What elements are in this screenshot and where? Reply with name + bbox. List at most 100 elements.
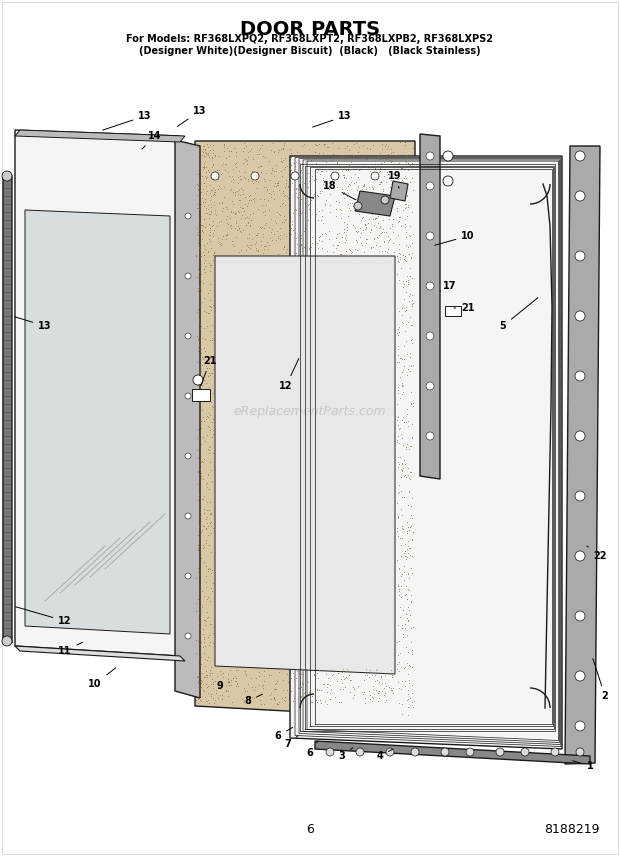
Point xyxy=(361,221,371,235)
Point xyxy=(401,621,410,634)
Point xyxy=(264,204,274,217)
Point xyxy=(318,176,328,190)
Point xyxy=(259,664,268,678)
Point xyxy=(358,159,368,173)
Point xyxy=(375,161,385,175)
Point xyxy=(198,245,208,259)
Point xyxy=(317,227,327,241)
Point xyxy=(261,239,271,253)
Point xyxy=(273,174,283,187)
Point xyxy=(397,431,407,444)
Point xyxy=(194,222,204,235)
Point xyxy=(376,156,386,169)
Point xyxy=(271,179,281,193)
Point xyxy=(205,211,215,225)
Point xyxy=(196,319,206,333)
Point xyxy=(226,218,236,232)
Text: 11: 11 xyxy=(58,642,82,656)
Point xyxy=(251,244,261,258)
Point xyxy=(375,152,385,166)
Point xyxy=(255,159,265,173)
Point xyxy=(195,681,205,694)
Point xyxy=(197,492,206,506)
Point xyxy=(374,165,384,179)
Point xyxy=(340,671,350,685)
Point xyxy=(396,470,405,484)
Point xyxy=(205,222,215,235)
Point xyxy=(303,152,312,165)
Point xyxy=(358,138,368,152)
Point xyxy=(202,511,211,525)
Point xyxy=(205,667,215,681)
Point xyxy=(393,461,403,474)
Point xyxy=(360,246,370,259)
Point xyxy=(197,350,206,364)
Point xyxy=(244,231,254,245)
Point xyxy=(394,246,404,259)
Point xyxy=(223,690,233,704)
Point xyxy=(273,143,283,157)
Point xyxy=(354,207,364,221)
Point xyxy=(278,242,288,256)
Point xyxy=(205,594,215,608)
Point xyxy=(392,348,402,362)
Point xyxy=(194,338,204,352)
Point xyxy=(392,396,402,410)
Point xyxy=(383,235,393,249)
Point xyxy=(194,172,204,186)
Point xyxy=(364,211,374,225)
Point xyxy=(269,691,279,704)
Point xyxy=(207,183,217,197)
Point xyxy=(386,683,396,697)
Polygon shape xyxy=(390,181,408,201)
Point xyxy=(406,499,416,513)
Point xyxy=(314,663,324,676)
Point xyxy=(339,669,348,683)
Point xyxy=(296,231,306,245)
Point xyxy=(239,695,249,709)
Point xyxy=(208,181,218,195)
Point xyxy=(211,687,221,700)
Point xyxy=(386,187,396,201)
Point xyxy=(236,173,246,187)
Point xyxy=(400,537,410,550)
Point xyxy=(193,282,203,295)
Point xyxy=(201,164,211,178)
Point xyxy=(250,168,260,181)
Point xyxy=(394,457,404,471)
Point xyxy=(347,246,357,259)
Point xyxy=(192,693,202,706)
Circle shape xyxy=(496,748,504,756)
Point xyxy=(216,167,226,181)
Point xyxy=(194,282,204,295)
Point xyxy=(315,184,325,198)
Point xyxy=(234,164,244,178)
Point xyxy=(332,675,342,688)
Point xyxy=(380,669,390,682)
Point xyxy=(274,695,284,709)
Point xyxy=(199,262,209,276)
Point xyxy=(199,555,209,568)
Point xyxy=(407,431,417,445)
Point xyxy=(330,210,340,223)
Point xyxy=(395,391,405,405)
Point xyxy=(231,230,241,244)
Point xyxy=(206,661,216,675)
Point xyxy=(354,163,364,176)
Point xyxy=(402,209,412,223)
Point xyxy=(260,209,270,223)
Point xyxy=(352,136,361,150)
Point xyxy=(404,163,414,177)
Point xyxy=(401,415,411,429)
Point xyxy=(199,149,209,163)
Point xyxy=(314,230,324,244)
Point xyxy=(202,536,211,550)
Point xyxy=(405,158,415,171)
Point xyxy=(233,187,243,201)
Point xyxy=(192,188,202,202)
Point xyxy=(219,138,229,152)
Point xyxy=(239,141,249,155)
Point xyxy=(359,190,369,204)
Point xyxy=(397,519,407,532)
Point xyxy=(321,164,331,178)
